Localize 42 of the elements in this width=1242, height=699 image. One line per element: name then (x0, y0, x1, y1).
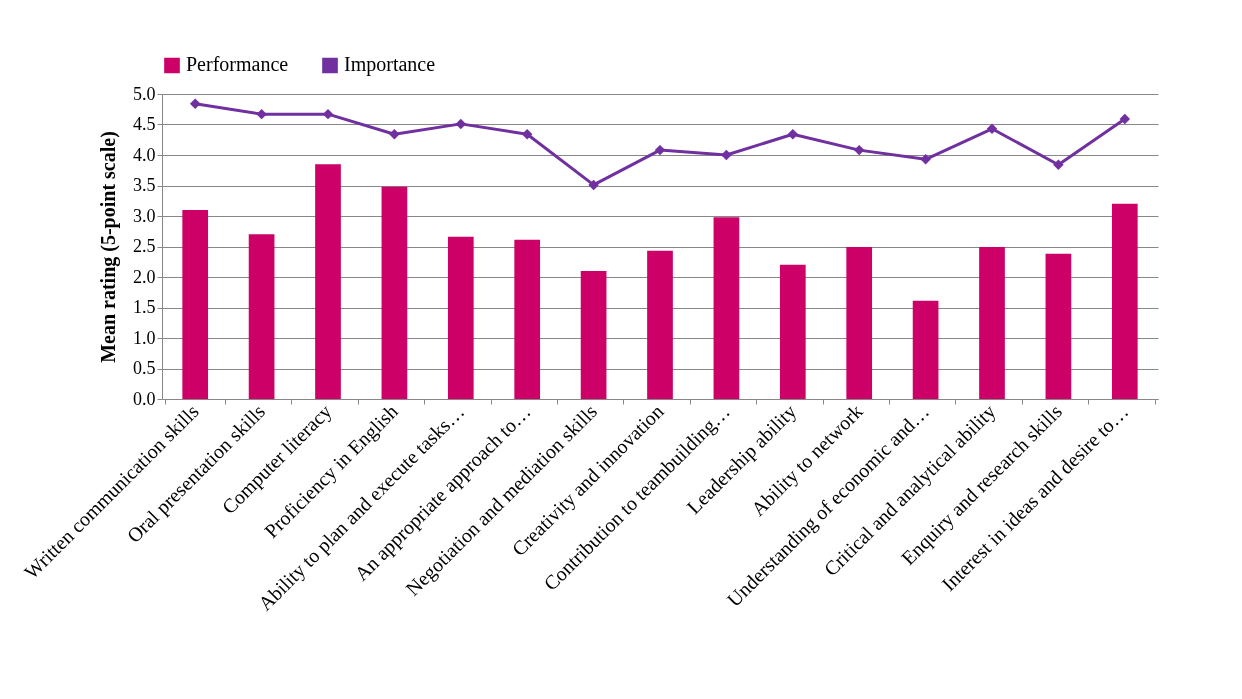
bar (182, 209, 209, 399)
point (389, 129, 400, 140)
legend-label: Importance (344, 53, 436, 77)
point (521, 129, 533, 140)
y-tick-label: 4.0 (133, 144, 156, 165)
point (1053, 159, 1064, 170)
bar (1045, 253, 1072, 399)
bar (713, 217, 740, 399)
bar (912, 300, 939, 399)
y-tick-label: 2.5 (133, 236, 156, 256)
y-axis-title: Mean rating (5-point scale) (97, 131, 120, 363)
point (1119, 113, 1131, 125)
bar (447, 236, 474, 399)
y-tick-label: 1.5 (133, 297, 156, 317)
point (986, 123, 998, 135)
point (721, 149, 732, 161)
legend-label: Performance (186, 53, 289, 76)
point (853, 144, 865, 156)
bar (248, 234, 275, 399)
bar (381, 186, 408, 399)
y-tick-label: 0.5 (133, 358, 156, 378)
point (920, 154, 931, 165)
y-tick-label: 2.0 (133, 266, 156, 287)
y-tick-label: 3.0 (133, 205, 156, 226)
y-tick-label: 5.0 (133, 83, 156, 104)
bar (979, 247, 1005, 399)
point (787, 129, 799, 140)
bar (779, 264, 806, 399)
bar (514, 239, 541, 399)
point (256, 108, 267, 120)
bar (846, 247, 873, 399)
point (588, 179, 599, 191)
point (189, 98, 201, 109)
bar (647, 250, 673, 399)
bar (315, 164, 341, 399)
y-tick-label: 1.0 (133, 327, 156, 348)
y-tick-label: 3.5 (133, 175, 156, 195)
y-tick-label: 4.5 (133, 114, 156, 134)
bar (1111, 203, 1138, 399)
y-tick-label: 0.0 (133, 388, 156, 409)
point (455, 118, 467, 130)
bar (580, 270, 607, 399)
